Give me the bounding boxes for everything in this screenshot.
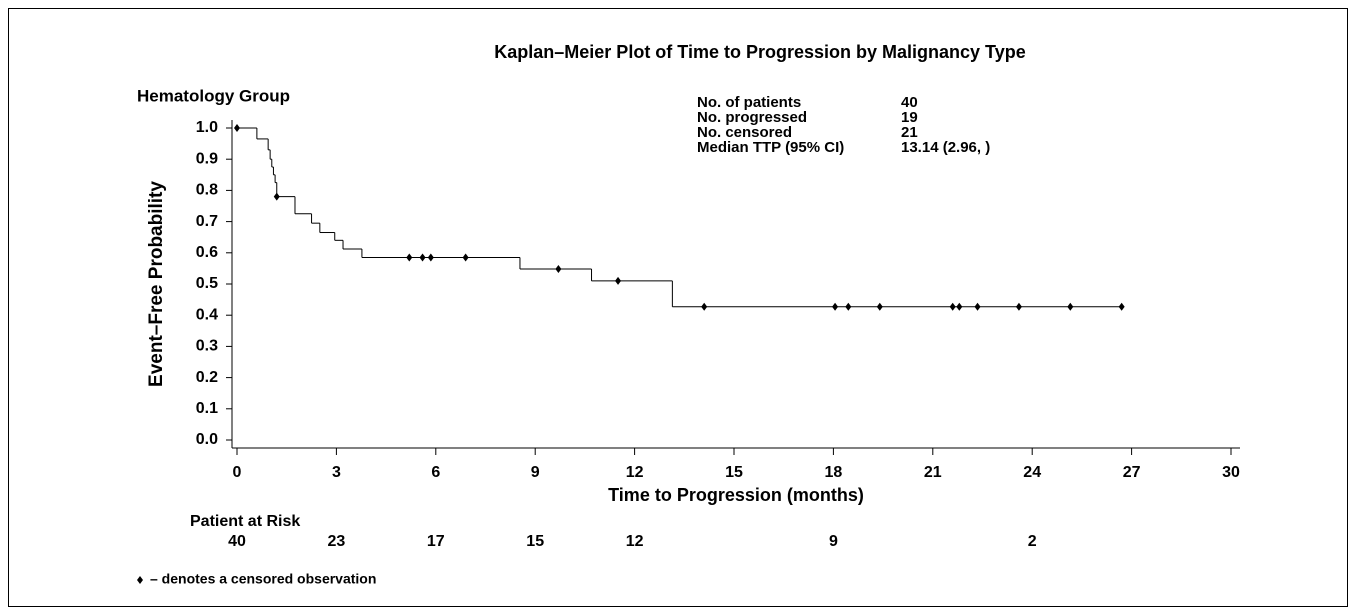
stat-label: Median TTP (95% CI) [697, 139, 844, 156]
censor-mark [615, 276, 622, 285]
stat-value: 13.14 (2.96, ) [901, 139, 990, 156]
risk-count: 15 [526, 533, 544, 550]
x-tick-label: 9 [531, 464, 540, 481]
censor-mark [845, 302, 852, 311]
risk-count: 12 [626, 533, 644, 550]
stat-label: No. censored [697, 124, 792, 141]
censor-symbol [137, 576, 143, 584]
censor-mark [701, 302, 708, 311]
censor-mark [234, 124, 240, 132]
y-tick-label: 0.3 [196, 338, 218, 355]
footnote: – denotes a censored observation [150, 571, 376, 587]
censor-mark [406, 253, 413, 262]
x-axis-label: Time to Progression (months) [608, 485, 864, 505]
risk-count: 9 [829, 533, 838, 550]
stat-label: No. of patients [697, 94, 801, 111]
y-tick-label: 0.1 [196, 400, 218, 417]
censor-mark [956, 302, 963, 311]
x-tick-label: 30 [1222, 464, 1240, 481]
x-tick-label: 0 [233, 464, 242, 481]
censor-mark [949, 302, 956, 311]
censor-mark [974, 302, 981, 311]
censor-mark [1067, 302, 1074, 311]
x-tick-label: 3 [332, 464, 341, 481]
y-tick-label: 0.4 [196, 306, 218, 323]
y-tick-label: 0.7 [196, 213, 218, 230]
x-tick-label: 21 [924, 464, 942, 481]
x-tick-label: 15 [725, 464, 743, 481]
stat-label: No. progressed [697, 109, 807, 126]
y-tick-label: 0.6 [196, 244, 218, 261]
stat-value: 40 [901, 94, 918, 111]
y-axis-label: Event–Free Probability [146, 181, 167, 387]
risk-count: 40 [228, 533, 246, 550]
x-tick-label: 18 [825, 464, 843, 481]
censor-mark [273, 192, 280, 201]
x-tick-label: 6 [431, 464, 440, 481]
censor-mark [462, 253, 469, 262]
stat-value: 19 [901, 109, 918, 126]
censor-mark [419, 253, 426, 262]
risk-label: Patient at Risk [190, 513, 300, 530]
x-tick-label: 12 [626, 464, 644, 481]
risk-count: 17 [427, 533, 445, 550]
censor-mark [832, 302, 839, 311]
censor-mark [1118, 302, 1125, 311]
risk-count: 23 [328, 533, 346, 550]
y-tick-label: 0.5 [196, 275, 218, 292]
y-tick-label: 1.0 [196, 119, 218, 136]
y-tick-label: 0.0 [196, 431, 218, 448]
y-tick-label: 0.8 [196, 182, 218, 199]
subtitle: Hematology Group [137, 86, 290, 105]
censor-mark [555, 265, 562, 274]
chart-title: Kaplan–Meier Plot of Time to Progression… [494, 42, 1025, 62]
censor-mark [876, 302, 883, 311]
y-tick-label: 0.9 [196, 150, 218, 167]
stat-value: 21 [901, 124, 918, 141]
x-tick-label: 27 [1123, 464, 1141, 481]
y-tick-label: 0.2 [196, 369, 218, 386]
frame [8, 8, 1348, 607]
x-tick-label: 24 [1023, 464, 1041, 481]
censor-mark [1015, 302, 1022, 311]
censor-mark [427, 253, 434, 262]
risk-count: 2 [1028, 533, 1037, 550]
